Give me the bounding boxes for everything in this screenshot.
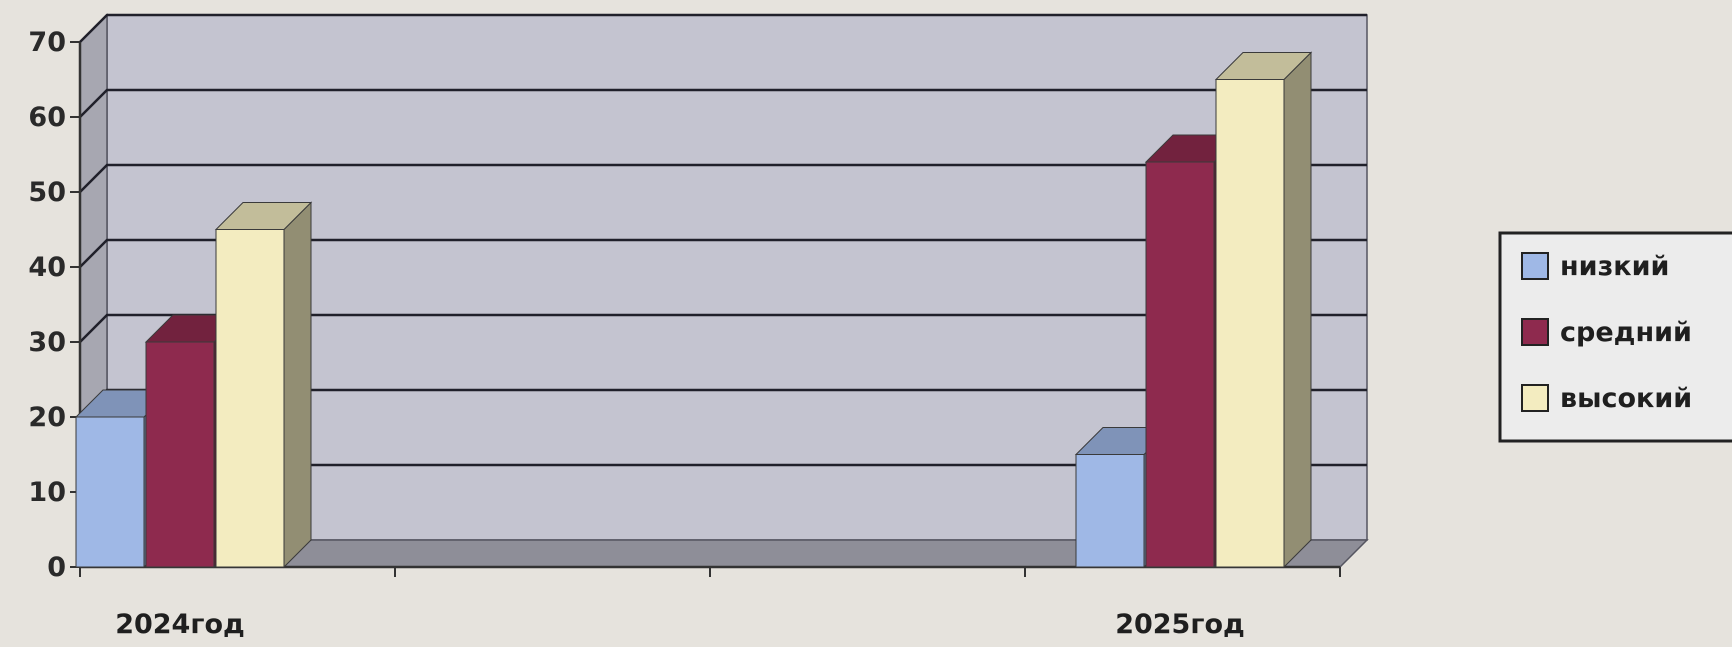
chart-bars [74, 51, 1313, 569]
x-tick-label: 2024год [115, 609, 245, 640]
y-tick-label: 70 [28, 27, 66, 58]
gridline [79, 313, 1367, 343]
y-tick-label: 10 [28, 477, 66, 508]
legend-label: средний [1560, 317, 1692, 348]
bar [1215, 79, 1285, 568]
bar [1145, 161, 1215, 568]
y-tick-label: 0 [47, 552, 66, 583]
y-tick-label: 30 [28, 327, 66, 358]
chart-legend: низкий средний высокий [1498, 231, 1732, 443]
legend-swatch [1521, 252, 1549, 280]
bar [1075, 454, 1145, 568]
legend-label: низкий [1560, 251, 1669, 282]
bar [215, 229, 285, 568]
y-tick-label: 50 [28, 177, 66, 208]
bar [145, 341, 215, 568]
gridline [79, 238, 1367, 268]
legend-swatch [1521, 384, 1549, 412]
gridline [79, 163, 1367, 193]
legend-label: высокий [1560, 383, 1692, 414]
bar-side [283, 201, 312, 569]
gridline [79, 88, 1367, 118]
gridline [79, 13, 1367, 43]
bar-side [1283, 51, 1312, 569]
bar [75, 416, 145, 568]
legend-swatch [1521, 318, 1549, 346]
y-tick-label: 40 [28, 252, 66, 283]
x-tick-label: 2025год [1115, 609, 1245, 640]
y-tick-label: 20 [28, 402, 66, 433]
y-tick-label: 60 [28, 102, 66, 133]
